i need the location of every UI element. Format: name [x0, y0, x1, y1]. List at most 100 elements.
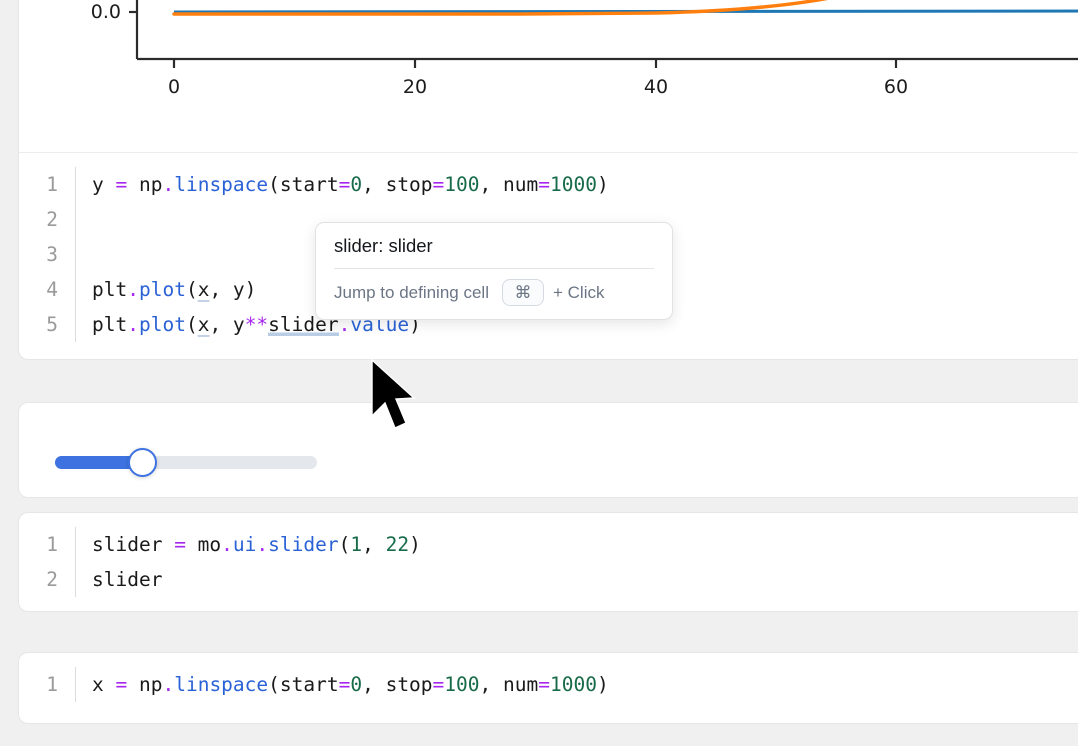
code-line[interactable]: 4 plt.plot(x, y): [19, 272, 1078, 307]
code-token: (start: [268, 673, 339, 696]
code-token: 0: [350, 673, 363, 696]
line-number: 5: [46, 313, 58, 336]
code-token: linspace: [174, 173, 269, 196]
code-token: 1: [350, 533, 363, 556]
code-line-text[interactable]: [75, 237, 1078, 272]
code-token: ): [409, 313, 421, 336]
code-token: , y): [209, 278, 257, 301]
code-token: , y: [209, 313, 245, 336]
code-line[interactable]: 3: [19, 237, 1078, 272]
code-token: 100: [444, 673, 480, 696]
code-token: np: [127, 673, 163, 696]
code-token: =: [538, 173, 550, 196]
code-token: , stop: [362, 673, 433, 696]
x-tick-label-40: 40: [643, 76, 669, 98]
tooltip-action-label: Jump to defining cell: [334, 282, 489, 302]
code-token: (: [185, 278, 198, 301]
matplotlib-line-chart: [129, 0, 1078, 68]
code-token: .: [256, 533, 269, 556]
code-token: ui: [232, 533, 257, 556]
slider-definition-cell[interactable]: 1 slider = mo.ui.slider(1, 22) 2 slider: [18, 512, 1078, 612]
code-token: (: [338, 533, 351, 556]
line-number: 4: [46, 278, 58, 301]
code-token: 100: [444, 173, 480, 196]
code-line[interactable]: 2: [19, 202, 1078, 237]
code-line[interactable]: 1 slider = mo.ui.slider(1, 22): [19, 527, 1078, 562]
code-token: , num: [479, 673, 539, 696]
code-token: =: [538, 673, 550, 696]
code-line-text[interactable]: slider: [75, 562, 1078, 597]
tooltip-click-suffix: + Click: [552, 282, 605, 302]
slider-output-cell[interactable]: [18, 402, 1078, 498]
code-token: x: [197, 313, 210, 336]
code-token: .: [127, 313, 139, 336]
code-token: 0: [350, 173, 363, 196]
x-tick-label-60: 60: [883, 76, 909, 98]
series-power: [172, 0, 829, 16]
code-token: np: [127, 173, 163, 196]
code-line-text[interactable]: plt.plot(x, y): [75, 272, 1078, 307]
code-token: **: [244, 313, 269, 336]
code-token: =: [338, 673, 351, 696]
command-key-badge: ⌘: [501, 279, 544, 306]
code-token: =: [432, 173, 445, 196]
code-token: ): [409, 533, 421, 556]
line-number: 1: [46, 173, 58, 196]
code-token: =: [338, 173, 351, 196]
code-token: ): [596, 173, 609, 196]
code-token: , stop: [362, 173, 433, 196]
code-token: .: [162, 173, 175, 196]
code-line-text[interactable]: slider = mo.ui.slider(1, 22): [75, 527, 1078, 562]
tooltip-footer: Jump to defining cell ⌘ + Click: [334, 279, 654, 306]
code-token: =: [174, 533, 186, 556]
code-token: slider: [268, 533, 339, 556]
code-token: slider: [92, 568, 163, 591]
code-token: 1000: [549, 673, 597, 696]
symbol-hover-tooltip: slider: slider Jump to defining cell ⌘ +…: [315, 222, 673, 320]
code-token: plot: [138, 313, 186, 336]
code-token: plot: [138, 278, 186, 301]
x-tick-label-20: 20: [402, 76, 428, 98]
code-line-text[interactable]: [75, 202, 1078, 237]
code-token: , num: [479, 173, 539, 196]
code-token: =: [115, 673, 128, 696]
code-token: plt: [92, 278, 128, 301]
line-number: 2: [46, 568, 58, 591]
code-token: 1000: [549, 173, 597, 196]
code-token: ): [596, 673, 609, 696]
code-token: =: [432, 673, 445, 696]
line-number: 1: [46, 673, 58, 696]
slider-definition-editor[interactable]: 1 slider = mo.ui.slider(1, 22) 2 slider: [19, 513, 1078, 609]
code-token: (: [185, 313, 198, 336]
code-token: slider: [92, 533, 175, 556]
code-token: ,: [362, 533, 386, 556]
code-token: y: [92, 173, 116, 196]
value-slider[interactable]: [55, 448, 317, 477]
code-token: linspace: [174, 673, 269, 696]
chart-output-area: 0.0 0 20 40 60: [19, 0, 1078, 153]
slider-thumb[interactable]: [128, 448, 157, 477]
code-token: .: [127, 278, 139, 301]
code-line-text[interactable]: y = np.linspace(start=0, stop=100, num=1…: [75, 167, 1078, 202]
tooltip-divider: [334, 268, 654, 269]
slider-fill: [55, 456, 139, 469]
code-token: .: [338, 313, 351, 336]
code-token: plt: [92, 313, 128, 336]
code-token: (start: [268, 173, 339, 196]
code-token: mo: [185, 533, 222, 556]
line-number: 2: [46, 208, 58, 231]
code-token: .: [221, 533, 233, 556]
y-tick-label-0: 0.0: [90, 1, 121, 23]
code-token: x: [92, 673, 116, 696]
code-token: .: [162, 673, 175, 696]
code-line-text[interactable]: x = np.linspace(start=0, stop=100, num=1…: [75, 667, 1078, 702]
line-number: 1: [46, 533, 58, 556]
code-line[interactable]: 2 slider: [19, 562, 1078, 597]
tooltip-title: slider: slider: [334, 235, 433, 256]
